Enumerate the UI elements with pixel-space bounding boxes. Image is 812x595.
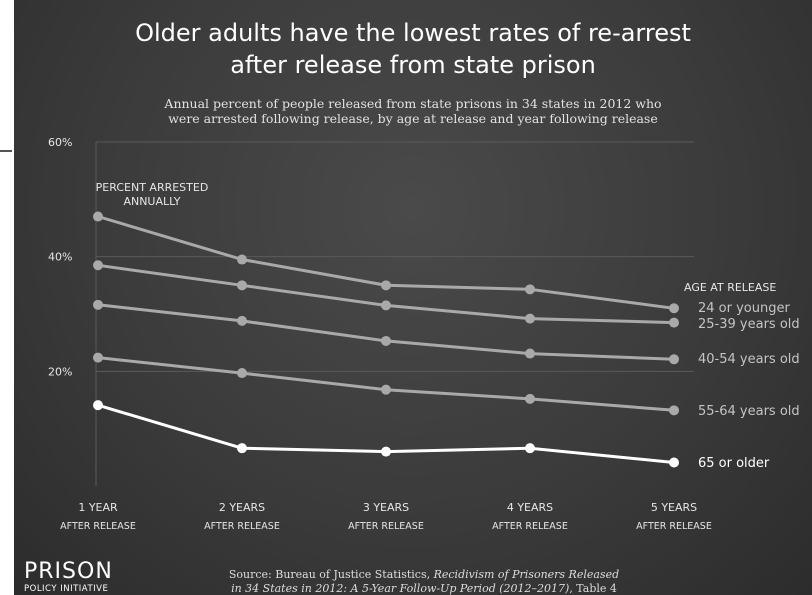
data-point	[237, 315, 247, 326]
data-point	[525, 313, 535, 324]
data-point	[669, 303, 679, 314]
x-tick-label: 4 YEARS	[507, 501, 553, 514]
data-point	[237, 280, 247, 291]
x-tick-sublabel: AFTER RELEASE	[636, 521, 712, 532]
source-line-1: Source: Bureau of Justice Statistics, Re…	[184, 568, 664, 582]
source-title-part-2: in 34 States in 2012: A 5-Year Follow-Up…	[231, 582, 570, 595]
logo-text-policy-initiative: POLICY INITIATIVE	[24, 584, 109, 594]
chart-annotation-line-2: ANNUALLY	[123, 195, 180, 208]
data-point	[93, 211, 103, 222]
x-tick-label: 3 YEARS	[363, 501, 409, 514]
chart-subtitle-line-1: Annual percent of people released from s…	[164, 96, 662, 111]
x-tick-sublabel: AFTER RELEASE	[204, 521, 280, 532]
data-point	[381, 280, 391, 291]
data-point	[93, 299, 103, 310]
source-line-2: in 34 States in 2012: A 5-Year Follow-Up…	[184, 582, 664, 595]
data-point	[669, 317, 679, 328]
chart-title-line-2: after release from state prison	[230, 51, 596, 79]
x-tick-sublabel: AFTER RELEASE	[492, 521, 568, 532]
data-point	[93, 400, 103, 411]
source-title-part-1: Recidivism of Prisoners Released	[433, 568, 620, 581]
series-label: 25-39 years old	[698, 317, 800, 332]
source-suffix: , Table 4	[569, 582, 617, 595]
y-tick-label: 40%	[48, 251, 72, 264]
chart-title-line-1: Older adults have the lowest rates of re…	[135, 19, 691, 47]
data-point	[525, 443, 535, 454]
data-point	[525, 284, 535, 295]
chart-annotation-line-1: PERCENT ARRESTED	[96, 181, 209, 194]
x-tick-sublabel: AFTER RELEASE	[60, 521, 136, 532]
data-point	[93, 352, 103, 363]
data-point	[669, 457, 679, 468]
series-label: 24 or younger	[698, 301, 790, 316]
x-tick-label: 1 YEAR	[78, 501, 118, 514]
chart-panel: Older adults have the lowest rates of re…	[14, 0, 812, 595]
data-point	[93, 260, 103, 271]
data-point	[381, 300, 391, 311]
series-line	[97, 303, 675, 361]
data-point	[381, 384, 391, 395]
series-label: 65 or older	[698, 456, 770, 471]
data-point	[525, 393, 535, 404]
data-point	[237, 254, 247, 265]
y-tick-label: 60%	[48, 136, 72, 149]
data-point	[669, 354, 679, 365]
legend-title: AGE AT RELEASE	[684, 281, 776, 294]
series-label: 40-54 years old	[698, 352, 800, 367]
x-tick-sublabel: AFTER RELEASE	[348, 521, 424, 532]
chart-subtitle-line-2: were arrested following release, by age …	[168, 111, 658, 126]
series-label: 55-64 years old	[698, 404, 800, 419]
data-point	[237, 443, 247, 454]
x-tick-label: 5 YEARS	[651, 501, 697, 514]
source-prefix: Source: Bureau of Justice Statistics,	[228, 568, 434, 581]
edge-tick-mark	[0, 150, 12, 152]
series-line	[97, 215, 675, 310]
series-line	[97, 356, 675, 412]
y-tick-label: 20%	[48, 365, 72, 378]
x-tick-label: 2 YEARS	[219, 501, 265, 514]
data-point	[525, 348, 535, 359]
logo-text-prison: PRISON	[24, 559, 113, 584]
data-point	[237, 368, 247, 379]
data-point	[669, 405, 679, 416]
data-point	[381, 446, 391, 457]
data-point	[381, 335, 391, 346]
